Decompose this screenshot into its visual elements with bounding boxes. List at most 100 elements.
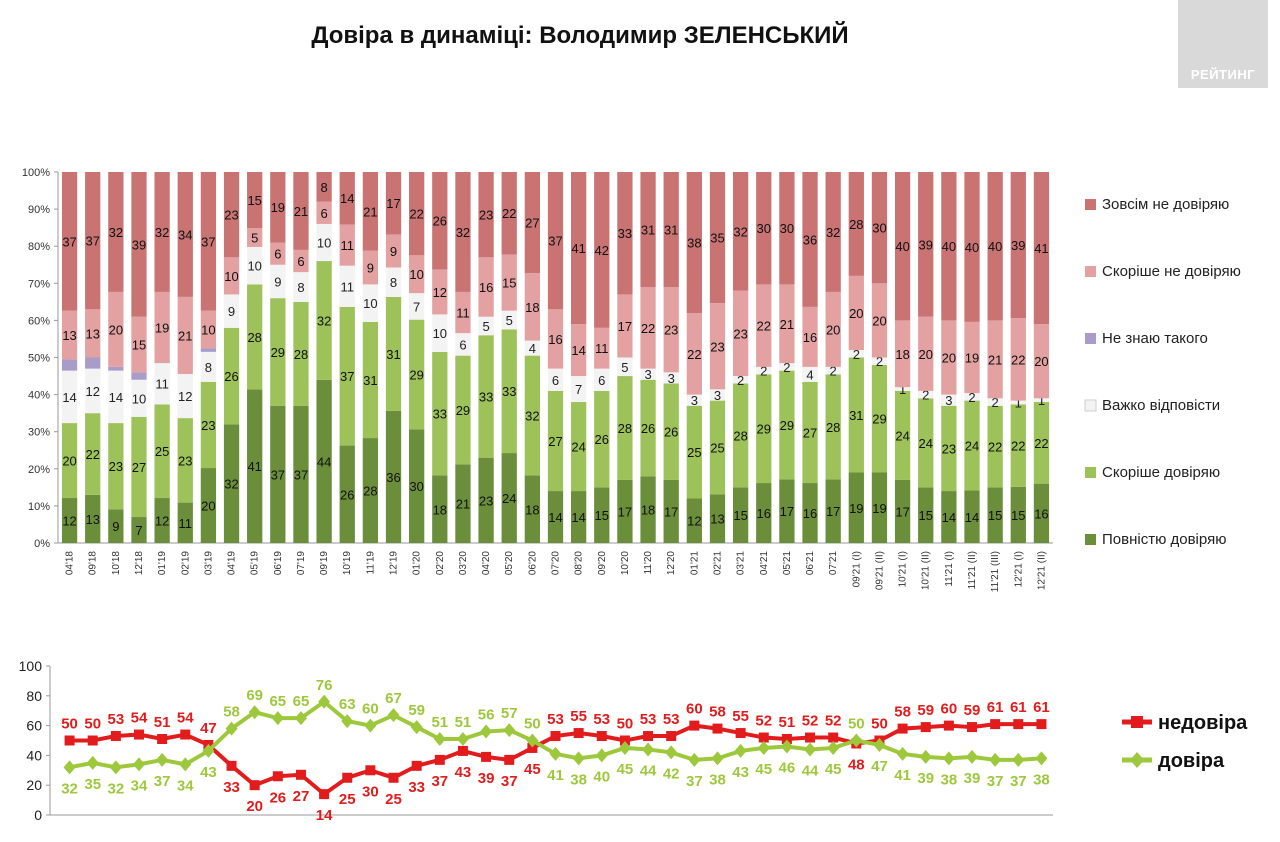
bar-segment [594, 368, 610, 391]
distrust-marker [1013, 719, 1024, 730]
bar-data-label: 1 [1038, 393, 1045, 408]
bar-segment [455, 333, 471, 356]
bar-data-label: 6 [274, 247, 281, 262]
line-data-label: 56 [478, 707, 495, 724]
bar-data-label: 23 [224, 208, 238, 223]
bar-segment [732, 172, 749, 291]
bar-segment [293, 272, 309, 302]
bar-segment [802, 381, 818, 484]
bar-data-label: 42 [595, 243, 609, 258]
bar-segment [941, 491, 957, 543]
bar-segment [455, 291, 471, 334]
x-tick-label: 05'20 [504, 551, 515, 576]
bar-data-label: 20 [942, 351, 956, 366]
bar-data-label: 29 [872, 412, 886, 427]
bar-segment [1033, 324, 1050, 399]
bar-data-label: 12 [687, 514, 701, 529]
line-data-label: 46 [779, 759, 796, 776]
bar-segment [316, 172, 332, 202]
bar-data-label: 28 [363, 484, 377, 499]
bar-data-label: 18 [525, 502, 539, 517]
trust-marker [665, 745, 678, 760]
bar-data-label: 10 [317, 235, 331, 250]
distrust-marker [550, 731, 561, 742]
bar-data-label: 36 [386, 470, 400, 485]
bar-segment [1010, 318, 1026, 401]
bar-segment [663, 172, 679, 288]
bar-segment [131, 172, 147, 317]
bar-data-label: 25 [710, 440, 724, 455]
line-data-label: 47 [871, 758, 888, 775]
x-tick-label: 09'19 [319, 551, 330, 576]
bar-segment [385, 410, 402, 543]
series-line [69, 722, 1042, 797]
line-data-label: 51 [455, 714, 472, 731]
bar-segment [779, 284, 795, 364]
trust-marker [480, 724, 493, 739]
line-data-label: 50 [84, 716, 101, 733]
bar-segment [293, 172, 309, 250]
bar-data-label: 14 [571, 510, 585, 525]
bar-segment [871, 472, 888, 543]
bar-segment [478, 335, 494, 458]
bar-data-label: 1 [899, 382, 906, 397]
bar-data-label: 18 [525, 300, 539, 315]
bar-segment [894, 479, 911, 543]
line-data-label: 61 [1010, 699, 1027, 716]
bar-segment [61, 172, 78, 311]
bar-segment [941, 172, 957, 321]
bar-segment [223, 172, 240, 258]
trust-marker [132, 757, 145, 772]
trust-marker [850, 733, 863, 748]
bar-segment [501, 453, 517, 543]
line-data-label: 37 [1010, 773, 1027, 790]
bar-data-label: 29 [271, 345, 285, 360]
x-tick-label: 01'20 [412, 551, 423, 576]
bar-data-label: 27 [803, 425, 817, 440]
bar-segment [848, 350, 864, 358]
bar-data-label: 26 [433, 214, 447, 229]
bar-data-label: 21 [988, 352, 1002, 367]
bar-data-label: 20 [826, 322, 840, 337]
bar-data-label: 6 [320, 206, 327, 221]
line-data-label: 50 [524, 716, 541, 733]
trust-marker [942, 751, 955, 766]
distrust-marker [897, 723, 908, 734]
trust-marker [572, 751, 585, 766]
trust-marker [873, 737, 886, 752]
bar-data-label: 35 [710, 231, 724, 246]
trust-marker [919, 749, 932, 764]
distrust-marker [272, 771, 283, 782]
bar-data-label: 12 [155, 514, 169, 529]
bar-segment [247, 389, 263, 543]
bar-segment [455, 172, 471, 292]
x-tick-label: 07'19 [296, 551, 307, 576]
bar-data-label: 19 [965, 351, 979, 366]
bar-data-label: 23 [178, 453, 192, 468]
line-y-tick-label: 80 [26, 688, 42, 704]
distrust-marker [712, 723, 723, 734]
bar-data-label: 7 [135, 523, 142, 538]
line-data-label: 34 [131, 777, 148, 794]
bar-data-label: 17 [618, 504, 632, 519]
trust-marker [456, 732, 469, 747]
bar-data-label: 20 [849, 306, 863, 321]
bar-data-label: 14 [965, 510, 979, 525]
bar-segment [1033, 483, 1050, 543]
bar-segment [756, 374, 772, 484]
bar-segment [987, 398, 1003, 406]
bar-data-label: 29 [757, 422, 771, 437]
bar-data-label: 26 [224, 369, 238, 384]
trust-marker [179, 757, 192, 772]
distrust-marker [457, 745, 468, 756]
x-tick-label: 03'21 [736, 551, 747, 576]
line-data-label: 25 [339, 791, 356, 808]
line-data-label: 53 [640, 711, 657, 728]
bar-data-label: 15 [733, 508, 747, 523]
bar-data-label: 24 [965, 439, 979, 454]
bar-data-label: 23 [942, 441, 956, 456]
bar-data-label: 11 [340, 279, 354, 294]
bar-data-label: 24 [895, 428, 909, 443]
bar-segment [385, 234, 402, 268]
bar-data-label: 2 [853, 347, 860, 362]
